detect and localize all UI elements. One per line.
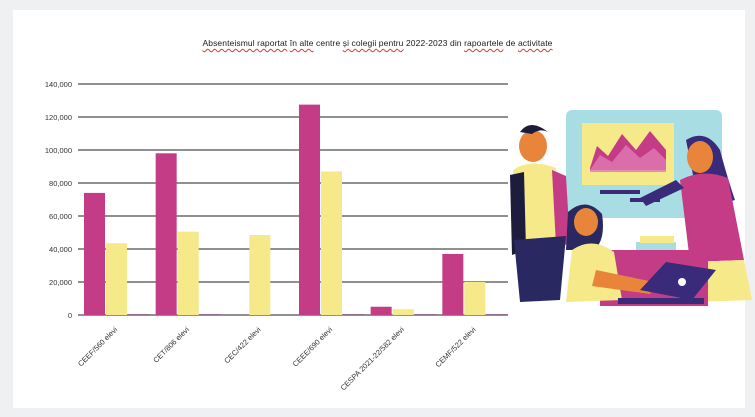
bar-series-1 — [84, 192, 105, 315]
bar-series-3 — [343, 314, 364, 315]
bar-series-1 — [442, 253, 464, 315]
bar-series-2 — [249, 234, 271, 315]
chart-title-part: de — [503, 38, 518, 48]
bar-series-2 — [392, 309, 414, 315]
bar-series-3 — [486, 314, 508, 315]
bar-series-3 — [414, 314, 436, 315]
y-tick-label: 40,000 — [49, 245, 72, 254]
bar-series-1 — [155, 153, 177, 315]
chart-title: Absenteismul raportat în alte centre și … — [0, 38, 755, 48]
y-tick-label: 120,000 — [45, 113, 72, 122]
bar-series-3 — [199, 314, 221, 315]
chart-title-part: și colegii pentru — [342, 38, 404, 48]
chart-title-part: 2022-2023 din — [403, 38, 465, 48]
y-tick-label: 80,000 — [49, 179, 72, 188]
chart-title-part: rapoartele — [464, 38, 504, 48]
bar-series-1 — [370, 306, 392, 315]
bar-series-1 — [299, 104, 320, 315]
chart-title-part: în alte — [289, 38, 314, 48]
y-tick-label: 20,000 — [49, 278, 72, 287]
bar-series-2 — [464, 282, 486, 315]
chart-title-part: centre — [313, 38, 343, 48]
y-tick-label: 100,000 — [45, 146, 72, 155]
y-tick-label: 60,000 — [49, 212, 72, 221]
bar-series-2 — [106, 243, 127, 315]
bar-series-2 — [177, 231, 199, 315]
chart-title-part: activitate — [517, 38, 553, 48]
bar-series-2 — [321, 171, 342, 315]
bar-series-3 — [128, 314, 149, 315]
y-tick-label: 0 — [68, 311, 72, 320]
chart-title-part: Absenteismul raportat — [202, 38, 288, 48]
y-tick-label: 140,000 — [45, 80, 72, 89]
